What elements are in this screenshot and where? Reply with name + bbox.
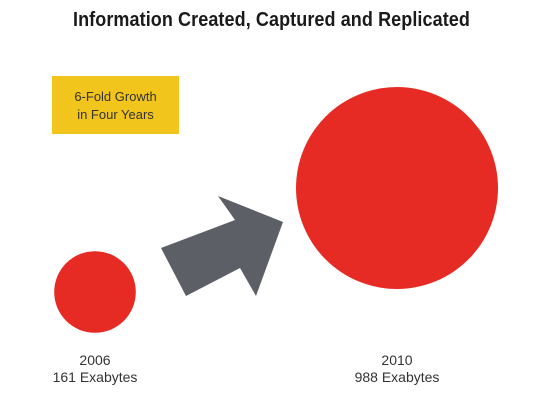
growth-badge-line-1: 6-Fold Growth [74,89,157,104]
bubble-year-2006: 2006 [79,352,111,368]
bubble-label-2010: 2010 988 Exabytes [327,352,467,386]
bubble-value-2010: 988 Exabytes [354,369,440,385]
growth-badge-line-2: in Four Years [77,107,154,122]
growth-arrow-icon [161,196,283,296]
bubble-2010 [296,87,498,289]
chart-title: Information Created, Captured and Replic… [72,9,471,31]
bubble-label-2006: 2006 161 Exabytes [25,352,165,386]
bubble-value-2006: 161 Exabytes [52,369,138,385]
bubble-2006 [54,251,136,333]
growth-badge: 6-Fold Growth in Four Years [52,76,179,134]
bubble-year-2010: 2010 [381,352,413,368]
